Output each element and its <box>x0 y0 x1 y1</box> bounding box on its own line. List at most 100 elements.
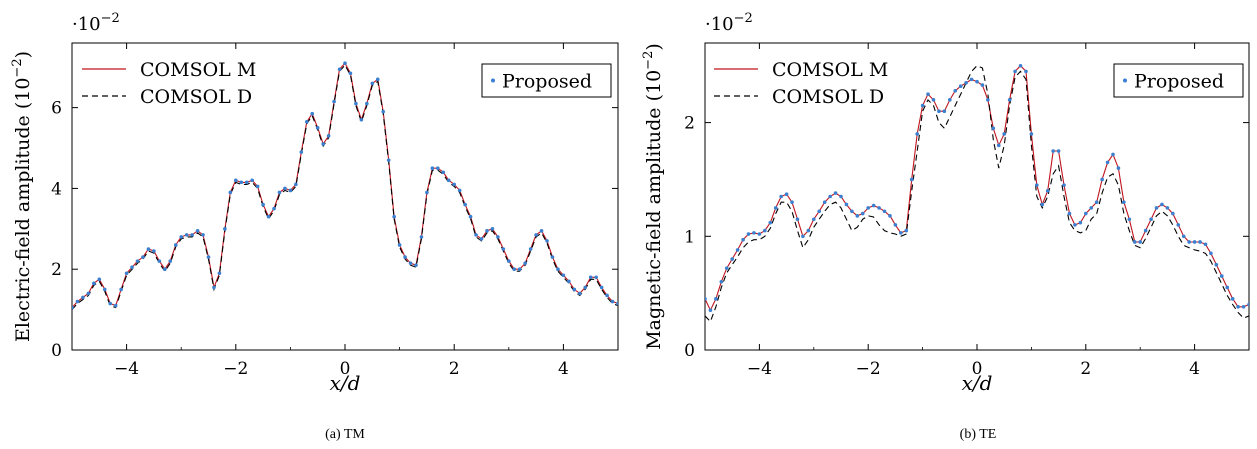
data-point-proposed <box>277 190 282 195</box>
data-point-proposed <box>1051 149 1055 153</box>
data-point-proposed <box>599 285 604 290</box>
x-tick-label: 2 <box>1080 359 1091 379</box>
data-point-proposed <box>534 233 538 237</box>
x-tick-label: 2 <box>449 359 460 379</box>
data-point-proposed <box>714 297 718 301</box>
data-point-proposed <box>452 182 457 187</box>
data-point-proposed <box>806 228 811 233</box>
data-point-proposed <box>888 214 892 218</box>
data-point-proposed <box>594 275 598 280</box>
legend-label: Proposed <box>1134 71 1224 93</box>
data-point-proposed <box>386 158 391 162</box>
data-point-proposed <box>430 166 435 171</box>
data-point-proposed <box>1220 274 1224 278</box>
chart-panel-te: ·10−2 −4 −2 0 2 4 0 1 2 x/d Magnetic-field amplitu… <box>641 11 1250 442</box>
data-point-proposed <box>784 192 789 197</box>
data-point-proposed <box>773 206 778 210</box>
data-point-proposed <box>113 303 118 308</box>
data-point-proposed <box>288 188 293 193</box>
data-point-proposed <box>735 248 740 252</box>
data-point-proposed <box>92 281 96 286</box>
data-point-proposed <box>991 126 996 131</box>
data-point-proposed <box>730 257 734 261</box>
data-point-proposed <box>812 217 816 222</box>
y-tick-label: 2 <box>684 114 695 134</box>
data-point-proposed <box>1160 202 1164 207</box>
data-point-proposed <box>381 109 386 114</box>
data-point-proposed <box>1007 98 1012 102</box>
data-point-proposed <box>272 206 276 211</box>
data-point-proposed <box>833 191 838 195</box>
data-point-proposed <box>1192 240 1197 244</box>
data-point-proposed <box>926 92 930 96</box>
data-point-proposed <box>1127 217 1132 222</box>
data-point-proposed <box>844 202 849 207</box>
data-point-proposed <box>375 77 380 82</box>
data-point-proposed <box>577 291 582 296</box>
data-point-proposed <box>425 190 429 195</box>
data-point-proposed <box>130 265 134 269</box>
data-point-proposed <box>953 88 958 93</box>
figure-caption: (a) TM <box>325 427 365 442</box>
data-point-proposed <box>436 166 440 171</box>
data-point-proposed <box>567 279 571 284</box>
data-point-proposed <box>855 214 860 218</box>
x-tick-label: 4 <box>1189 359 1200 379</box>
data-point-proposed <box>108 301 113 306</box>
data-point-proposed <box>1029 132 1034 136</box>
data-point-proposed <box>1209 251 1213 256</box>
data-point-proposed <box>474 233 478 237</box>
y-tick-label: 0 <box>51 341 62 361</box>
scale-multiplier: ·10−2 <box>72 11 120 35</box>
data-point-proposed <box>397 243 402 247</box>
series-line-comsol-d <box>705 65 1249 323</box>
data-point-proposed <box>1100 177 1104 182</box>
data-point-proposed <box>1105 160 1110 165</box>
data-point-proposed <box>403 255 407 259</box>
data-point-proposed <box>414 263 418 267</box>
data-point-proposed <box>1241 304 1246 309</box>
data-point-proposed <box>304 119 309 124</box>
data-point-proposed <box>365 101 369 106</box>
data-point-proposed <box>741 237 745 242</box>
y-tick-label: 4 <box>51 179 62 199</box>
data-point-proposed <box>261 202 265 207</box>
data-point-proposed <box>937 109 941 114</box>
legend-lines: COMSOL M COMSOL D <box>79 54 289 114</box>
chart-panel-tm: ·10−2 −4 −2 0 2 4 0 2 4 6 x/d Electric-field amplit… <box>10 11 619 442</box>
data-point-proposed <box>463 202 467 207</box>
x-tick-label: −4 <box>747 359 772 379</box>
data-point-proposed <box>839 194 843 199</box>
data-point-proposed <box>141 255 145 259</box>
data-point-proposed <box>490 227 495 231</box>
data-point-proposed <box>337 67 342 72</box>
data-point-proposed <box>817 209 822 214</box>
data-point-proposed <box>283 186 287 191</box>
x-tick-label: 4 <box>558 359 569 379</box>
data-point-proposed <box>135 259 140 263</box>
data-point-proposed <box>1122 200 1126 204</box>
data-point-proposed <box>223 227 227 231</box>
data-point-proposed <box>768 220 773 225</box>
data-point-proposed <box>980 83 985 87</box>
data-point-proposed <box>206 255 211 259</box>
data-point-proposed <box>539 229 544 233</box>
data-point-proposed <box>234 178 238 183</box>
data-point-proposed <box>152 249 156 253</box>
data-point-proposed <box>1073 223 1077 227</box>
data-point-proposed <box>1247 302 1249 307</box>
data-point-proposed <box>975 79 979 84</box>
data-point-proposed <box>217 271 222 276</box>
data-point-proposed <box>871 203 876 208</box>
data-point-proposed <box>920 103 925 108</box>
data-point-proposed <box>201 233 205 237</box>
data-point-proposed <box>561 273 566 278</box>
series-line-comsol-d <box>72 64 618 310</box>
data-point-proposed <box>915 132 919 136</box>
data-point-proposed <box>72 305 74 310</box>
data-point-proposed <box>1143 228 1148 233</box>
data-point-proposed <box>610 299 615 304</box>
data-point-proposed <box>1176 223 1181 227</box>
data-point-proposed <box>1056 149 1061 153</box>
